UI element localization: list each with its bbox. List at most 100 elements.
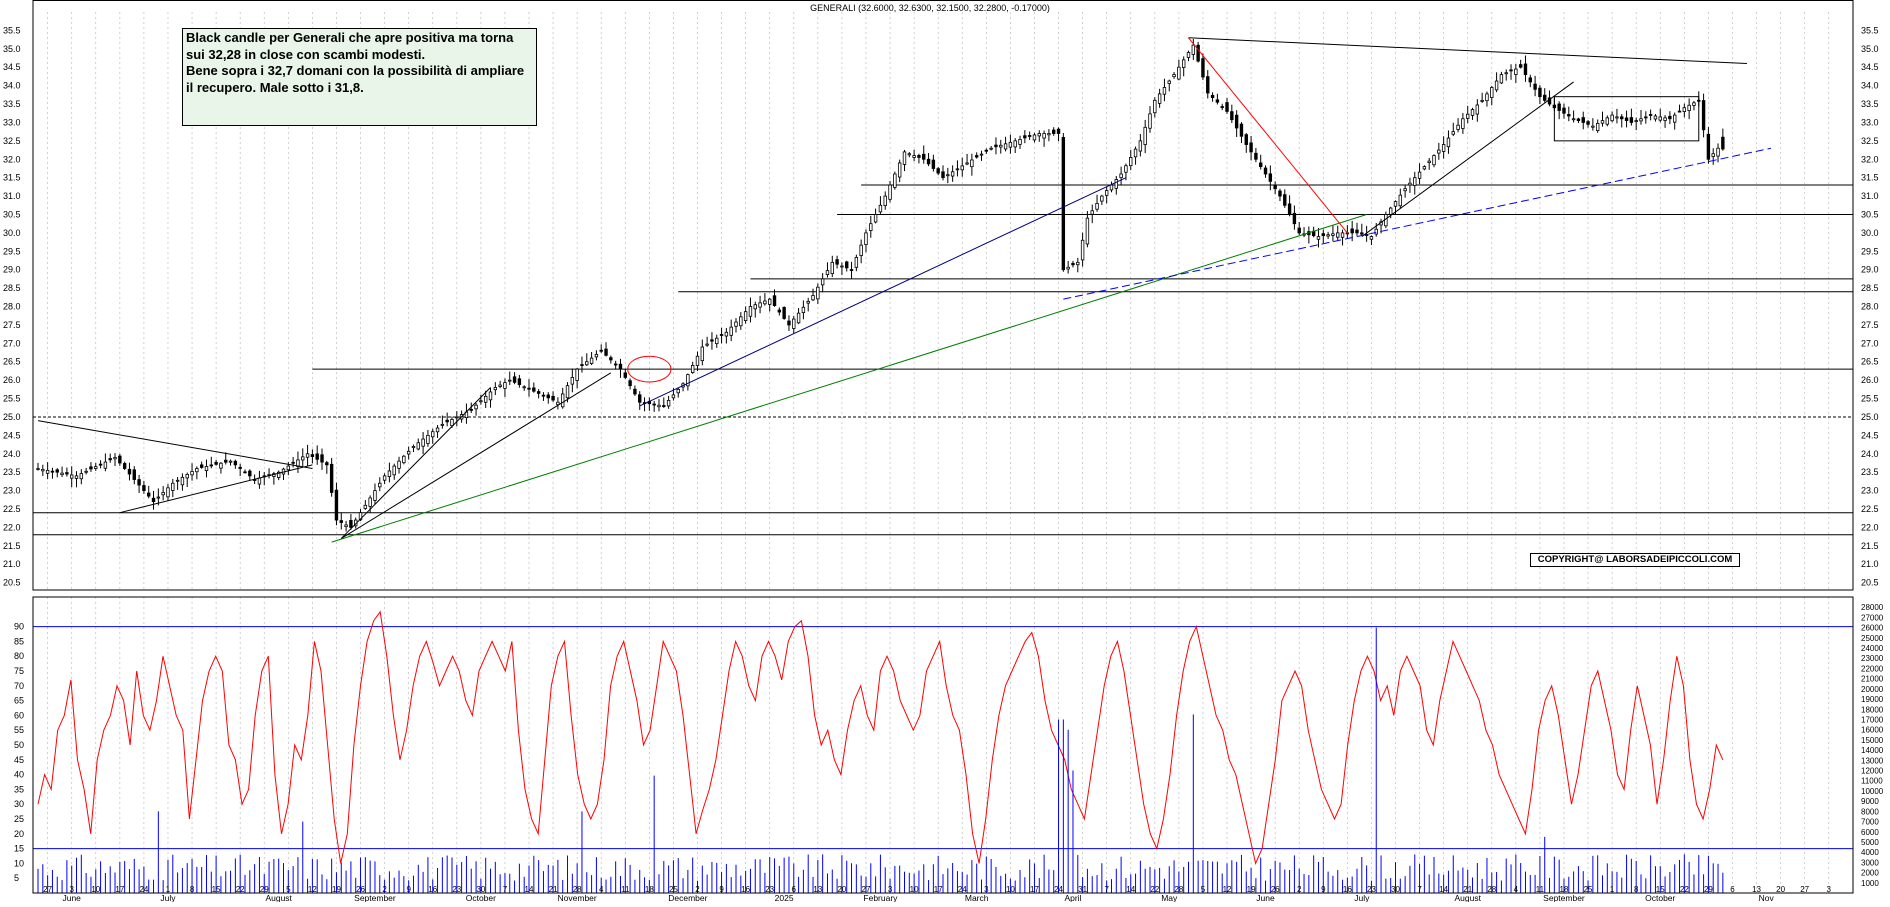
x-month-label: September — [1543, 893, 1585, 902]
candle-body — [103, 461, 108, 469]
candle-body — [1085, 217, 1090, 245]
x-tick-label: 1 — [1610, 885, 1615, 894]
candle-body — [65, 472, 69, 475]
volume-tick-label: 14000 — [1861, 746, 1884, 755]
oscillator-tick-label: 10 — [14, 858, 24, 868]
candle-body — [1283, 194, 1287, 206]
x-tick-label: 24 — [139, 885, 148, 894]
candle-body — [382, 475, 387, 481]
oscillator-tick-label: 30 — [14, 799, 24, 809]
candle-body — [594, 353, 599, 358]
y-tick-label: 34.0 — [1861, 81, 1879, 91]
frame-layer — [32, 0, 1854, 894]
candle-body — [118, 455, 122, 464]
candle-body — [483, 395, 488, 403]
x-tick-label: 26 — [356, 885, 365, 894]
candle-body — [1080, 239, 1085, 261]
candle-body — [1234, 114, 1239, 129]
candle-body — [1456, 124, 1460, 130]
candle-body — [796, 312, 801, 324]
candle-body — [1451, 131, 1455, 135]
candle-body — [931, 159, 936, 169]
candle-body — [613, 363, 618, 366]
y-tick-label: 26.5 — [3, 357, 21, 367]
candle-body — [585, 361, 589, 366]
candle-body — [94, 466, 98, 469]
candle-body — [1687, 104, 1691, 111]
candle-body — [1721, 136, 1725, 150]
x-tick-label: 25 — [1584, 885, 1593, 894]
candle-body — [147, 492, 151, 497]
candle-body — [1629, 117, 1634, 123]
candle-body — [897, 162, 902, 178]
volume-tick-label: 12000 — [1861, 767, 1884, 776]
volume-tick-label: 7000 — [1861, 818, 1879, 827]
levels-layer — [33, 184, 1853, 536]
candle-body — [1023, 135, 1027, 139]
x-tick-label: 3 — [888, 885, 893, 894]
candle-body — [1191, 44, 1196, 55]
x-tick-label: 30 — [1391, 885, 1400, 894]
oscillator-frame — [32, 596, 1854, 894]
x-tick-label: 2 — [695, 885, 700, 894]
chart-title: GENERALI (32.6000, 32.6300, 32.1500, 32.… — [810, 3, 1050, 13]
candle-body — [1427, 160, 1431, 164]
candle-body — [710, 339, 714, 342]
x-tick-label: 7 — [1104, 885, 1109, 894]
candle-body — [1100, 195, 1104, 202]
candle-body — [228, 460, 233, 463]
candle-body — [1576, 118, 1581, 122]
candle-body — [1706, 133, 1711, 160]
candle-body — [1624, 117, 1629, 122]
candle-body — [363, 504, 368, 509]
y-tick-label: 34.5 — [3, 62, 21, 72]
candle-body — [392, 465, 396, 476]
y-tick-label: 22.5 — [3, 504, 21, 514]
candle-body — [113, 457, 117, 460]
candle-body — [936, 168, 940, 174]
candle-body — [291, 461, 295, 464]
volume-tick-label: 2000 — [1861, 869, 1879, 878]
candle-body — [652, 403, 656, 406]
candle-body — [1047, 133, 1051, 136]
candle-body — [1104, 190, 1109, 196]
volume-tick-label: 18000 — [1861, 705, 1884, 714]
x-tick-label: 17 — [1030, 885, 1039, 894]
candle-body — [657, 404, 661, 408]
volume-tick-label: 26000 — [1861, 624, 1884, 633]
candle-body — [209, 464, 213, 467]
candle-body — [830, 261, 834, 275]
volume-tick-label: 13000 — [1861, 756, 1884, 765]
oscillator-tick-label: 70 — [14, 681, 24, 691]
candle-body — [1071, 262, 1075, 266]
candle-body — [1345, 232, 1350, 235]
candle-body — [1615, 116, 1619, 119]
candle-body — [1692, 102, 1696, 106]
candle-body — [570, 376, 575, 385]
volume-tick-label: 10000 — [1861, 787, 1884, 796]
candle-body — [219, 462, 223, 469]
candle-body — [777, 309, 782, 313]
candle-body — [1225, 102, 1229, 112]
candle-body — [431, 431, 435, 438]
candle-body — [1124, 165, 1128, 173]
candle-body — [1076, 261, 1080, 266]
volume-tick-label: 20000 — [1861, 685, 1884, 694]
y-tick-label: 29.5 — [1861, 246, 1879, 256]
x-tick-label: 9 — [406, 885, 411, 894]
x-tick-label: 6 — [792, 885, 797, 894]
x-tick-label: 20 — [1776, 885, 1785, 894]
candle-body — [873, 214, 878, 223]
x-tick-label: 29 — [1704, 885, 1713, 894]
y-tick-label: 26.0 — [1861, 375, 1879, 385]
x-month-label: Nov — [1759, 893, 1775, 902]
candles-layer — [36, 39, 1725, 532]
candle-body — [1355, 229, 1359, 234]
y-tick-label: 32.5 — [1861, 136, 1879, 146]
x-tick-label: 13 — [1752, 885, 1761, 894]
oscillator-tick-label: 85 — [14, 636, 24, 646]
candle-body — [41, 469, 45, 472]
candle-body — [825, 270, 830, 276]
x-tick-label: 7 — [1417, 885, 1422, 894]
candle-body — [325, 462, 329, 466]
